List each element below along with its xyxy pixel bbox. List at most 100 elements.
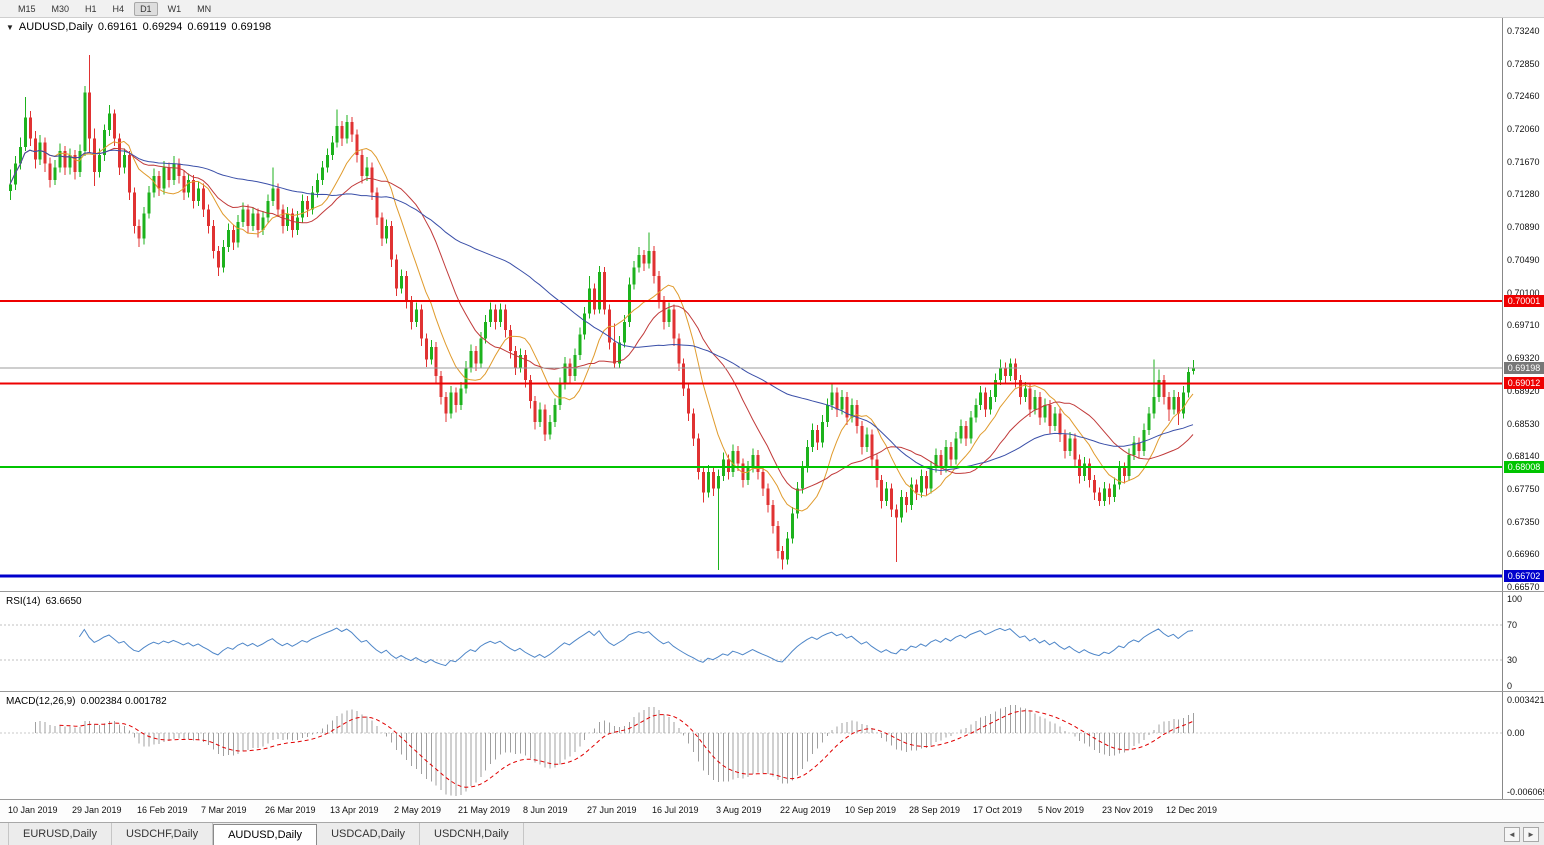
candle-down [380,217,384,239]
date-axis-label: 3 Aug 2019 [716,805,762,815]
candle-up [1043,405,1047,418]
chart-tab-eurusd[interactable]: EURUSD,Daily [8,823,112,845]
candle-down [1093,480,1097,493]
candle-up [622,321,626,343]
time-axis[interactable]: 10 Jan 2019 29 Jan 2019 16 Feb 2019 7 Mar 2… [0,800,1544,822]
candle-up [850,405,854,418]
candle-up [810,430,814,447]
timeframe-button-w1[interactable]: W1 [167,3,182,14]
price-axis-tick: 0.71670 [1507,157,1540,167]
candle-down [845,396,849,418]
candle-down [207,209,210,226]
rsi-axis[interactable]: 100 70 30 0 [1502,592,1544,691]
candle-up [865,434,869,447]
candle-down [419,309,423,339]
candle-up [1102,488,1106,501]
candle-up [647,251,651,264]
timeframe-toolbar: M15 M30 H1 H4 D1 W1 MN [0,0,1544,18]
candle-up [1187,371,1191,393]
candle-down [880,480,884,501]
candle-up [959,426,963,439]
date-axis-label: 12 Dec 2019 [1166,805,1218,815]
date-axis-label: 16 Feb 2019 [137,805,188,815]
macd-axis[interactable]: 0.003421 0.00 -0.006069 [1502,692,1544,799]
chart-tab-audusd[interactable]: AUDUSD,Daily [213,824,318,845]
date-axis-label: 23 Nov 2019 [1102,805,1154,815]
rsi-plot[interactable] [0,592,1544,691]
price-tag-0.66702: 0.66702 [1504,570,1544,582]
candle-down [528,380,532,401]
timeframe-button-m15[interactable]: M15 [18,3,36,14]
candle-up [706,471,710,493]
candle-up [122,155,126,168]
chart-tab-usdcnh[interactable]: USDCNH,Daily [420,823,524,845]
candle-up [400,276,404,289]
candle-up [919,476,923,493]
candle-down [409,301,413,322]
macd-plot[interactable] [0,692,1544,799]
candle-up [152,176,156,193]
candle-down [939,455,943,468]
candle-up [162,167,166,189]
candle-up [1192,367,1196,371]
chart-title: ▼ AUDUSD,Daily 0.69161 0.69294 0.69119 0… [6,21,271,33]
tabs-scroll-right-button[interactable]: ► [1523,827,1539,842]
candle-down [1107,488,1111,497]
candle-up [573,355,577,376]
chart-tab-usdchf[interactable]: USDCHF,Daily [112,823,214,845]
candle-down [167,167,171,181]
candle-up [909,484,913,506]
chart-collapse-icon[interactable]: ▼ [6,22,14,32]
candle-up [414,309,418,322]
chart-tab-usdcad[interactable]: USDCAD,Daily [317,823,421,845]
candle-down [875,459,879,481]
candle-down [454,392,458,406]
price-axis[interactable]: 0.73240 0.72850 0.72460 0.72060 0.71670 0.712… [1502,18,1544,592]
date-axis-label: 28 Sep 2019 [909,805,961,815]
timeframe-button-m30[interactable]: M30 [51,3,70,14]
candle-up [489,309,493,322]
timeframe-button-d1[interactable]: D1 [134,1,158,16]
timeframe-button-mn[interactable]: MN [197,3,212,14]
price-axis-tick: 0.70890 [1507,222,1540,232]
candle-up [548,421,552,435]
date-axis-label: 27 Jun 2019 [587,805,637,815]
candle-down [1098,492,1101,501]
candle-down [1038,396,1042,418]
candle-up [746,467,750,481]
tabs-scroll-left-button[interactable]: ◄ [1504,827,1520,842]
candle-down [860,426,864,447]
candle-down [182,176,186,193]
candle-down [1048,405,1052,426]
rsi-axis-tick: 70 [1507,620,1518,630]
date-axis-label: 10 Sep 2019 [845,805,897,815]
timeframe-button-h1[interactable]: H1 [85,3,97,14]
macd-axis-tick: 0.003421 [1507,695,1544,705]
candle-down [568,363,572,376]
candle-up [266,201,270,218]
candle-up [1172,396,1176,410]
candle-up [345,121,349,139]
timeframe-button-h4[interactable]: H4 [112,3,125,14]
candle-up [786,538,790,560]
candle-up [108,113,111,131]
date-axis-label: 22 Aug 2019 [780,805,831,815]
candle-up [385,226,389,239]
candle-up [1033,396,1037,410]
candle-up [226,230,230,247]
candle-up [449,392,453,414]
candle-up [1132,442,1136,456]
macd-axis-tick: -0.006069 [1507,787,1544,797]
candle-up [598,271,602,310]
candle-down [112,113,116,139]
candle-up [98,155,102,172]
candle-down [771,505,775,526]
candle-up [9,184,12,191]
candle-up [553,405,557,422]
candle-up [796,488,800,514]
main-chart-plot[interactable] [0,18,1544,591]
candle-down [662,301,666,322]
candle-down [73,155,77,172]
candle-down [682,363,686,389]
